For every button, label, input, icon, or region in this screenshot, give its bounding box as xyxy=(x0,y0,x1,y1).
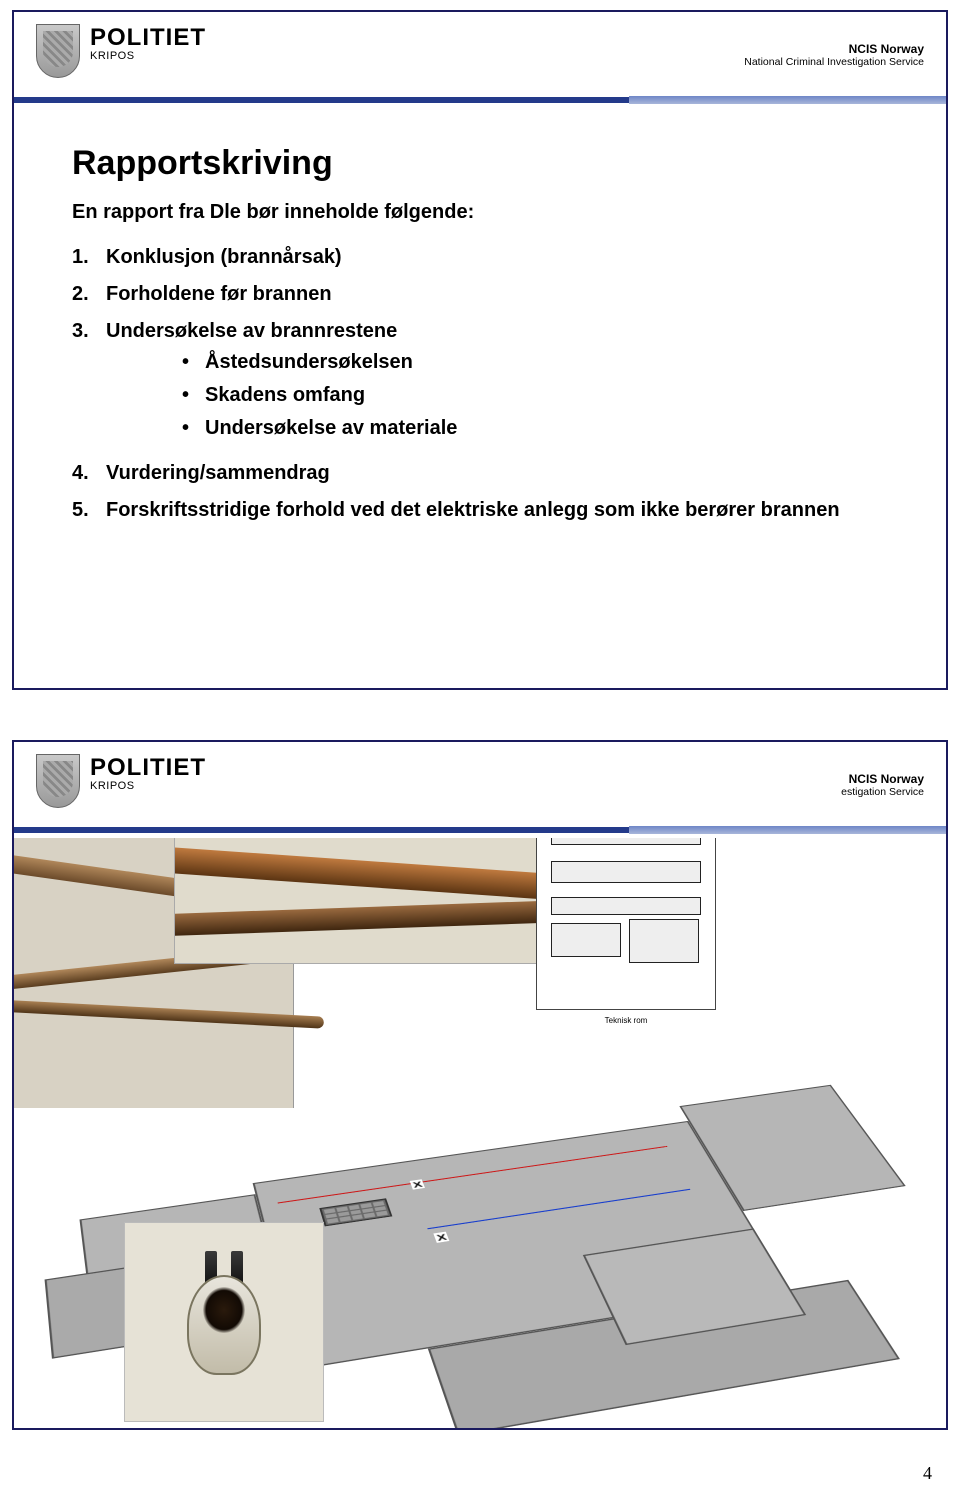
brand-title: POLITIET xyxy=(90,754,206,782)
page-number: 4 xyxy=(923,1463,932,1484)
brand-sub: KRIPOS xyxy=(90,50,206,62)
numbered-list-2: 4. Vurdering/sammendrag 5. Forskriftsstr… xyxy=(72,462,888,522)
list-item: 2. Forholdene før brannen xyxy=(72,283,888,306)
slide-header: POLITIET KRIPOS NCIS Norway National Cri… xyxy=(14,12,946,104)
item-text: Forholdene før brannen xyxy=(106,283,332,306)
item-number: 1. xyxy=(72,246,106,269)
ncis-line1: NCIS Norway xyxy=(841,772,924,786)
list-item: 4. Vurdering/sammendrag xyxy=(72,462,888,485)
slide1-title: Rapportskriving xyxy=(72,144,888,183)
slide1-subtitle: En rapport fra Dle bør inneholde følgend… xyxy=(72,201,888,224)
slide-2: POLITIET KRIPOS NCIS Norway estigation S… xyxy=(12,740,948,1430)
stripe-light xyxy=(629,96,946,104)
header-stripe xyxy=(14,826,946,834)
slide2-body: Fordelerskap Teknisk rom xyxy=(14,838,946,1428)
numbered-list: 1. Konklusjon (brannårsak) 2. Forholdene… xyxy=(72,246,888,343)
stripe-dark xyxy=(14,97,629,103)
logo-area: POLITIET KRIPOS xyxy=(36,754,924,808)
item-number: 3. xyxy=(72,320,106,343)
item-text: Undersøkelse av brannrestene xyxy=(106,320,397,343)
list-item: 5. Forskriftsstridige forhold ved det el… xyxy=(72,499,888,522)
list-item: 1. Konklusjon (brannårsak) xyxy=(72,246,888,269)
ncis-block: NCIS Norway National Criminal Investigat… xyxy=(744,42,924,68)
sub-item: Åstedsundersøkelsen xyxy=(182,351,888,374)
item-text: Forskriftsstridige forhold ved det elekt… xyxy=(106,499,840,522)
ncis-line1: NCIS Norway xyxy=(744,42,924,56)
brand-title: POLITIET xyxy=(90,24,206,52)
header-stripe xyxy=(14,96,946,104)
item-number: 5. xyxy=(72,499,106,522)
brand: POLITIET KRIPOS xyxy=(90,754,206,792)
sub-bullet-list: Åstedsundersøkelsen Skadens omfang Under… xyxy=(182,351,888,440)
sub-item: Skadens omfang xyxy=(182,384,888,407)
list-item: 3. Undersøkelse av brannrestene xyxy=(72,320,888,343)
burnt-plug-photo xyxy=(124,1222,324,1422)
sub-item-text: Undersøkelse av materiale xyxy=(205,417,457,440)
ncis-line2-short: estigation Service xyxy=(841,786,924,798)
x-marker-1: X xyxy=(410,1179,426,1190)
item-number: 4. xyxy=(72,462,106,485)
stripe-dark xyxy=(14,827,629,833)
item-text: Konklusjon (brannårsak) xyxy=(106,246,342,269)
sub-item-text: Åstedsundersøkelsen xyxy=(205,351,413,374)
crest-icon xyxy=(36,24,80,78)
sub-item: Undersøkelse av materiale xyxy=(182,417,888,440)
slide-header: POLITIET KRIPOS NCIS Norway estigation S… xyxy=(14,742,946,834)
sub-item-text: Skadens omfang xyxy=(205,384,365,407)
ncis-line2: National Criminal Investigation Service xyxy=(744,56,924,68)
brand: POLITIET KRIPOS xyxy=(90,24,206,62)
item-text: Vurdering/sammendrag xyxy=(106,462,330,485)
item-number: 2. xyxy=(72,283,106,306)
slide-1: POLITIET KRIPOS NCIS Norway National Cri… xyxy=(12,10,948,690)
ncis-block: NCIS Norway estigation Service xyxy=(841,772,924,798)
crest-icon xyxy=(36,754,80,808)
stripe-light xyxy=(629,826,946,834)
brand-sub: KRIPOS xyxy=(90,780,206,792)
slide1-content: Rapportskriving En rapport fra Dle bør i… xyxy=(14,104,946,566)
